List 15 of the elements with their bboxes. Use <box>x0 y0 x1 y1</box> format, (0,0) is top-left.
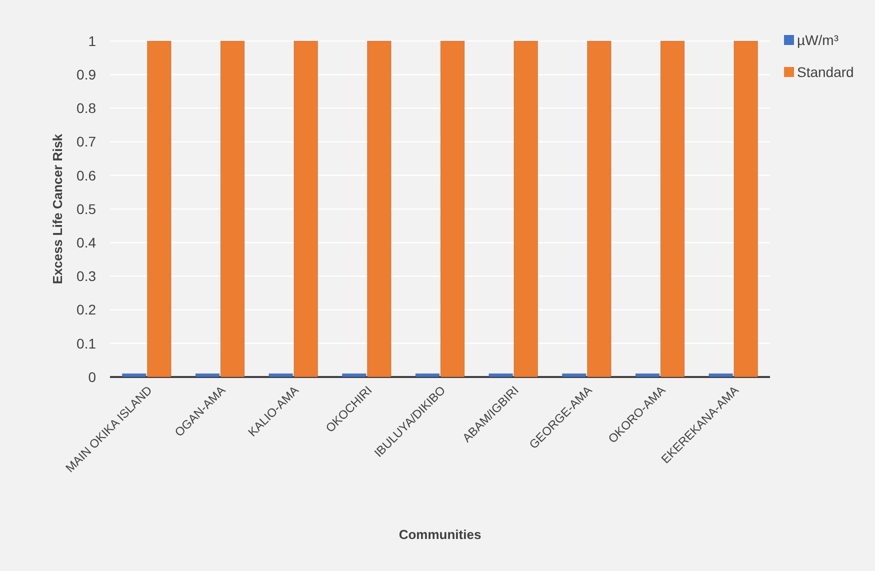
y-tick-label: 0.1 <box>76 335 96 352</box>
legend-label: µW/m³ <box>797 32 839 48</box>
y-tick-label: 0.5 <box>76 200 96 217</box>
y-tick-label: 0.8 <box>76 100 96 116</box>
y-tick-label: 0.2 <box>76 302 96 318</box>
y-tick-label: 0.4 <box>76 234 96 250</box>
y-axis-title: Excess Life Cancer Risk <box>50 133 65 284</box>
y-tick-label: 0.7 <box>76 134 96 150</box>
y-tick-label: 0.3 <box>76 268 96 284</box>
y-tick-label: 0 <box>88 368 96 385</box>
y-tick-label: 1 <box>88 32 96 49</box>
x-axis-title: Communities <box>398 527 482 542</box>
legend-label: Standard <box>797 64 854 80</box>
y-tick-label: 0.9 <box>76 66 96 82</box>
y-tick-label: 0.6 <box>76 167 96 184</box>
